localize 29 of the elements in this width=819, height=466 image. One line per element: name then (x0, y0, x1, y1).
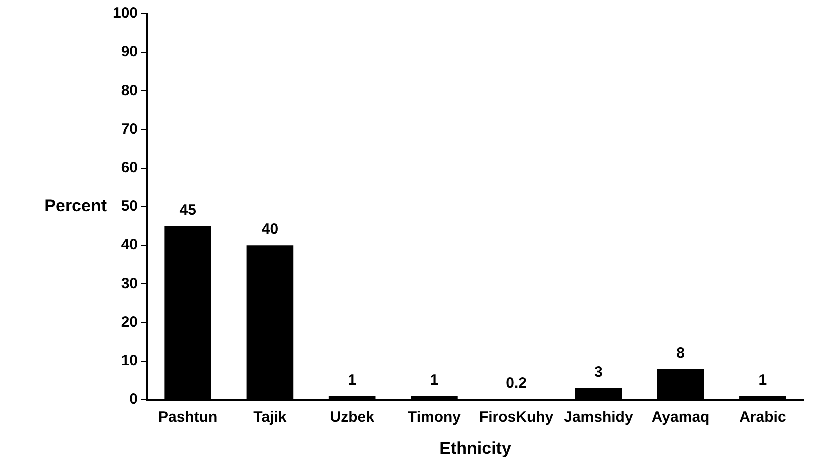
x-tick-label: Tajik (254, 409, 288, 426)
data-label: 8 (676, 344, 685, 362)
y-tick-label: 40 (121, 236, 138, 254)
y-tick-label: 60 (121, 160, 138, 177)
x-tick-label: Pashtun (158, 409, 218, 426)
y-tick-label: 30 (121, 275, 138, 292)
y-tick-label: 70 (121, 120, 138, 138)
y-tick-label: 80 (121, 82, 138, 100)
data-label: 0.2 (506, 374, 528, 392)
x-tick-label: Jamshidy (564, 409, 634, 426)
data-label: 40 (262, 221, 279, 238)
x-axis-title: Ethnicity (440, 439, 512, 458)
y-tick-label: 20 (121, 314, 138, 331)
data-label: 1 (430, 372, 439, 389)
y-tick-label: 10 (121, 352, 138, 370)
y-tick-label: 50 (121, 198, 138, 216)
y-tick-label: 0 (130, 391, 138, 408)
x-tick-label: Uzbek (330, 409, 376, 426)
data-label: 3 (594, 364, 603, 382)
y-tick-label: 100 (112, 5, 138, 22)
data-label: 1 (758, 372, 768, 389)
data-label: 45 (180, 202, 196, 219)
data-label: 1 (348, 372, 357, 389)
x-tick-label: Timony (408, 409, 462, 426)
x-tick-label: Ayamaq (652, 409, 710, 426)
y-axis-title: Percent (44, 196, 108, 216)
x-tick-label: Arabic (740, 409, 786, 426)
y-tick-label: 90 (121, 44, 138, 61)
x-tick-label: FirosKuhy (479, 409, 554, 426)
